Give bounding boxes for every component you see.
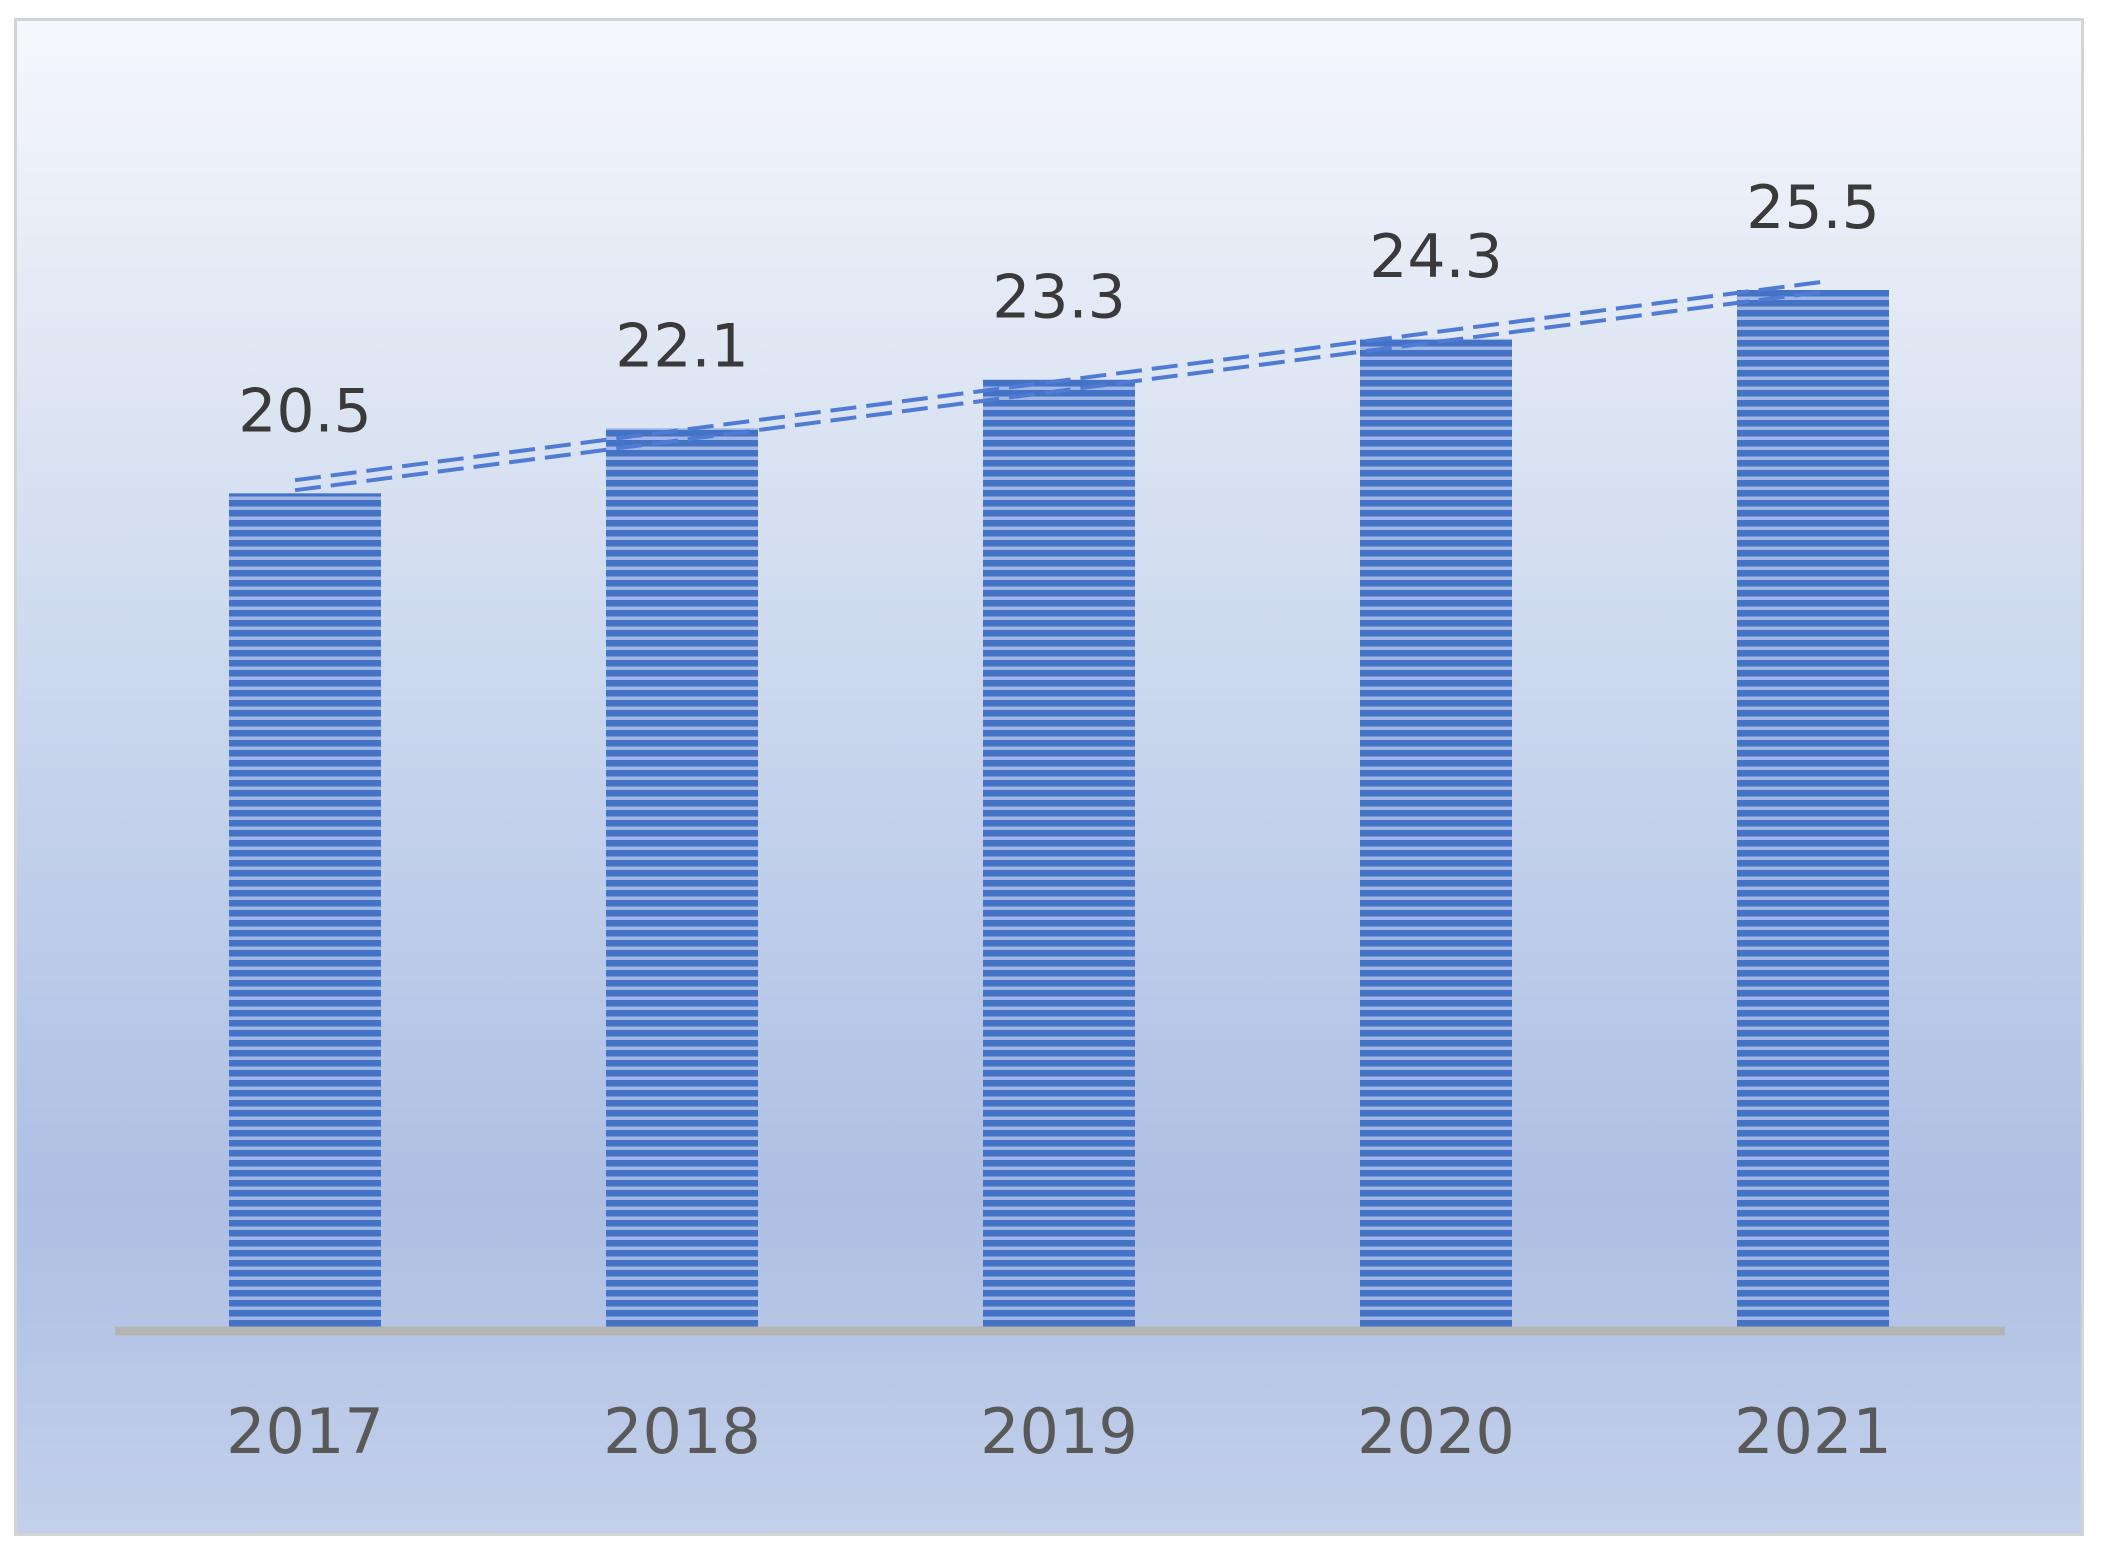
data-label-2021: 25.5 — [1746, 173, 1880, 243]
x-tick-label-2018: 2018 — [603, 1395, 761, 1468]
x-tick-label-2020: 2020 — [1357, 1395, 1515, 1468]
data-labels-group: 20.5 22.1 23.3 24.3 25.5 — [238, 173, 1880, 446]
trendline-stroke-1 — [294, 279, 1824, 483]
data-label-2020: 24.3 — [1369, 222, 1503, 292]
data-label-2019: 23.3 — [992, 262, 1126, 332]
bar-2020 — [1360, 338, 1512, 1327]
x-tick-label-2021: 2021 — [1734, 1395, 1892, 1468]
x-tick-labels-group: 2017 2018 2019 2020 2021 — [226, 1395, 1892, 1468]
data-label-2017: 20.5 — [238, 376, 372, 446]
bars-group — [229, 290, 1889, 1327]
bar-2018 — [606, 428, 758, 1327]
trendline — [294, 279, 1824, 493]
data-label-2018: 22.1 — [615, 311, 749, 381]
x-tick-label-2019: 2019 — [980, 1395, 1138, 1468]
x-tick-label-2017: 2017 — [226, 1395, 384, 1468]
bar-2019 — [983, 379, 1135, 1327]
bar-2017 — [229, 493, 381, 1327]
bar-2021 — [1737, 290, 1889, 1327]
trendline-stroke-2 — [294, 289, 1824, 493]
